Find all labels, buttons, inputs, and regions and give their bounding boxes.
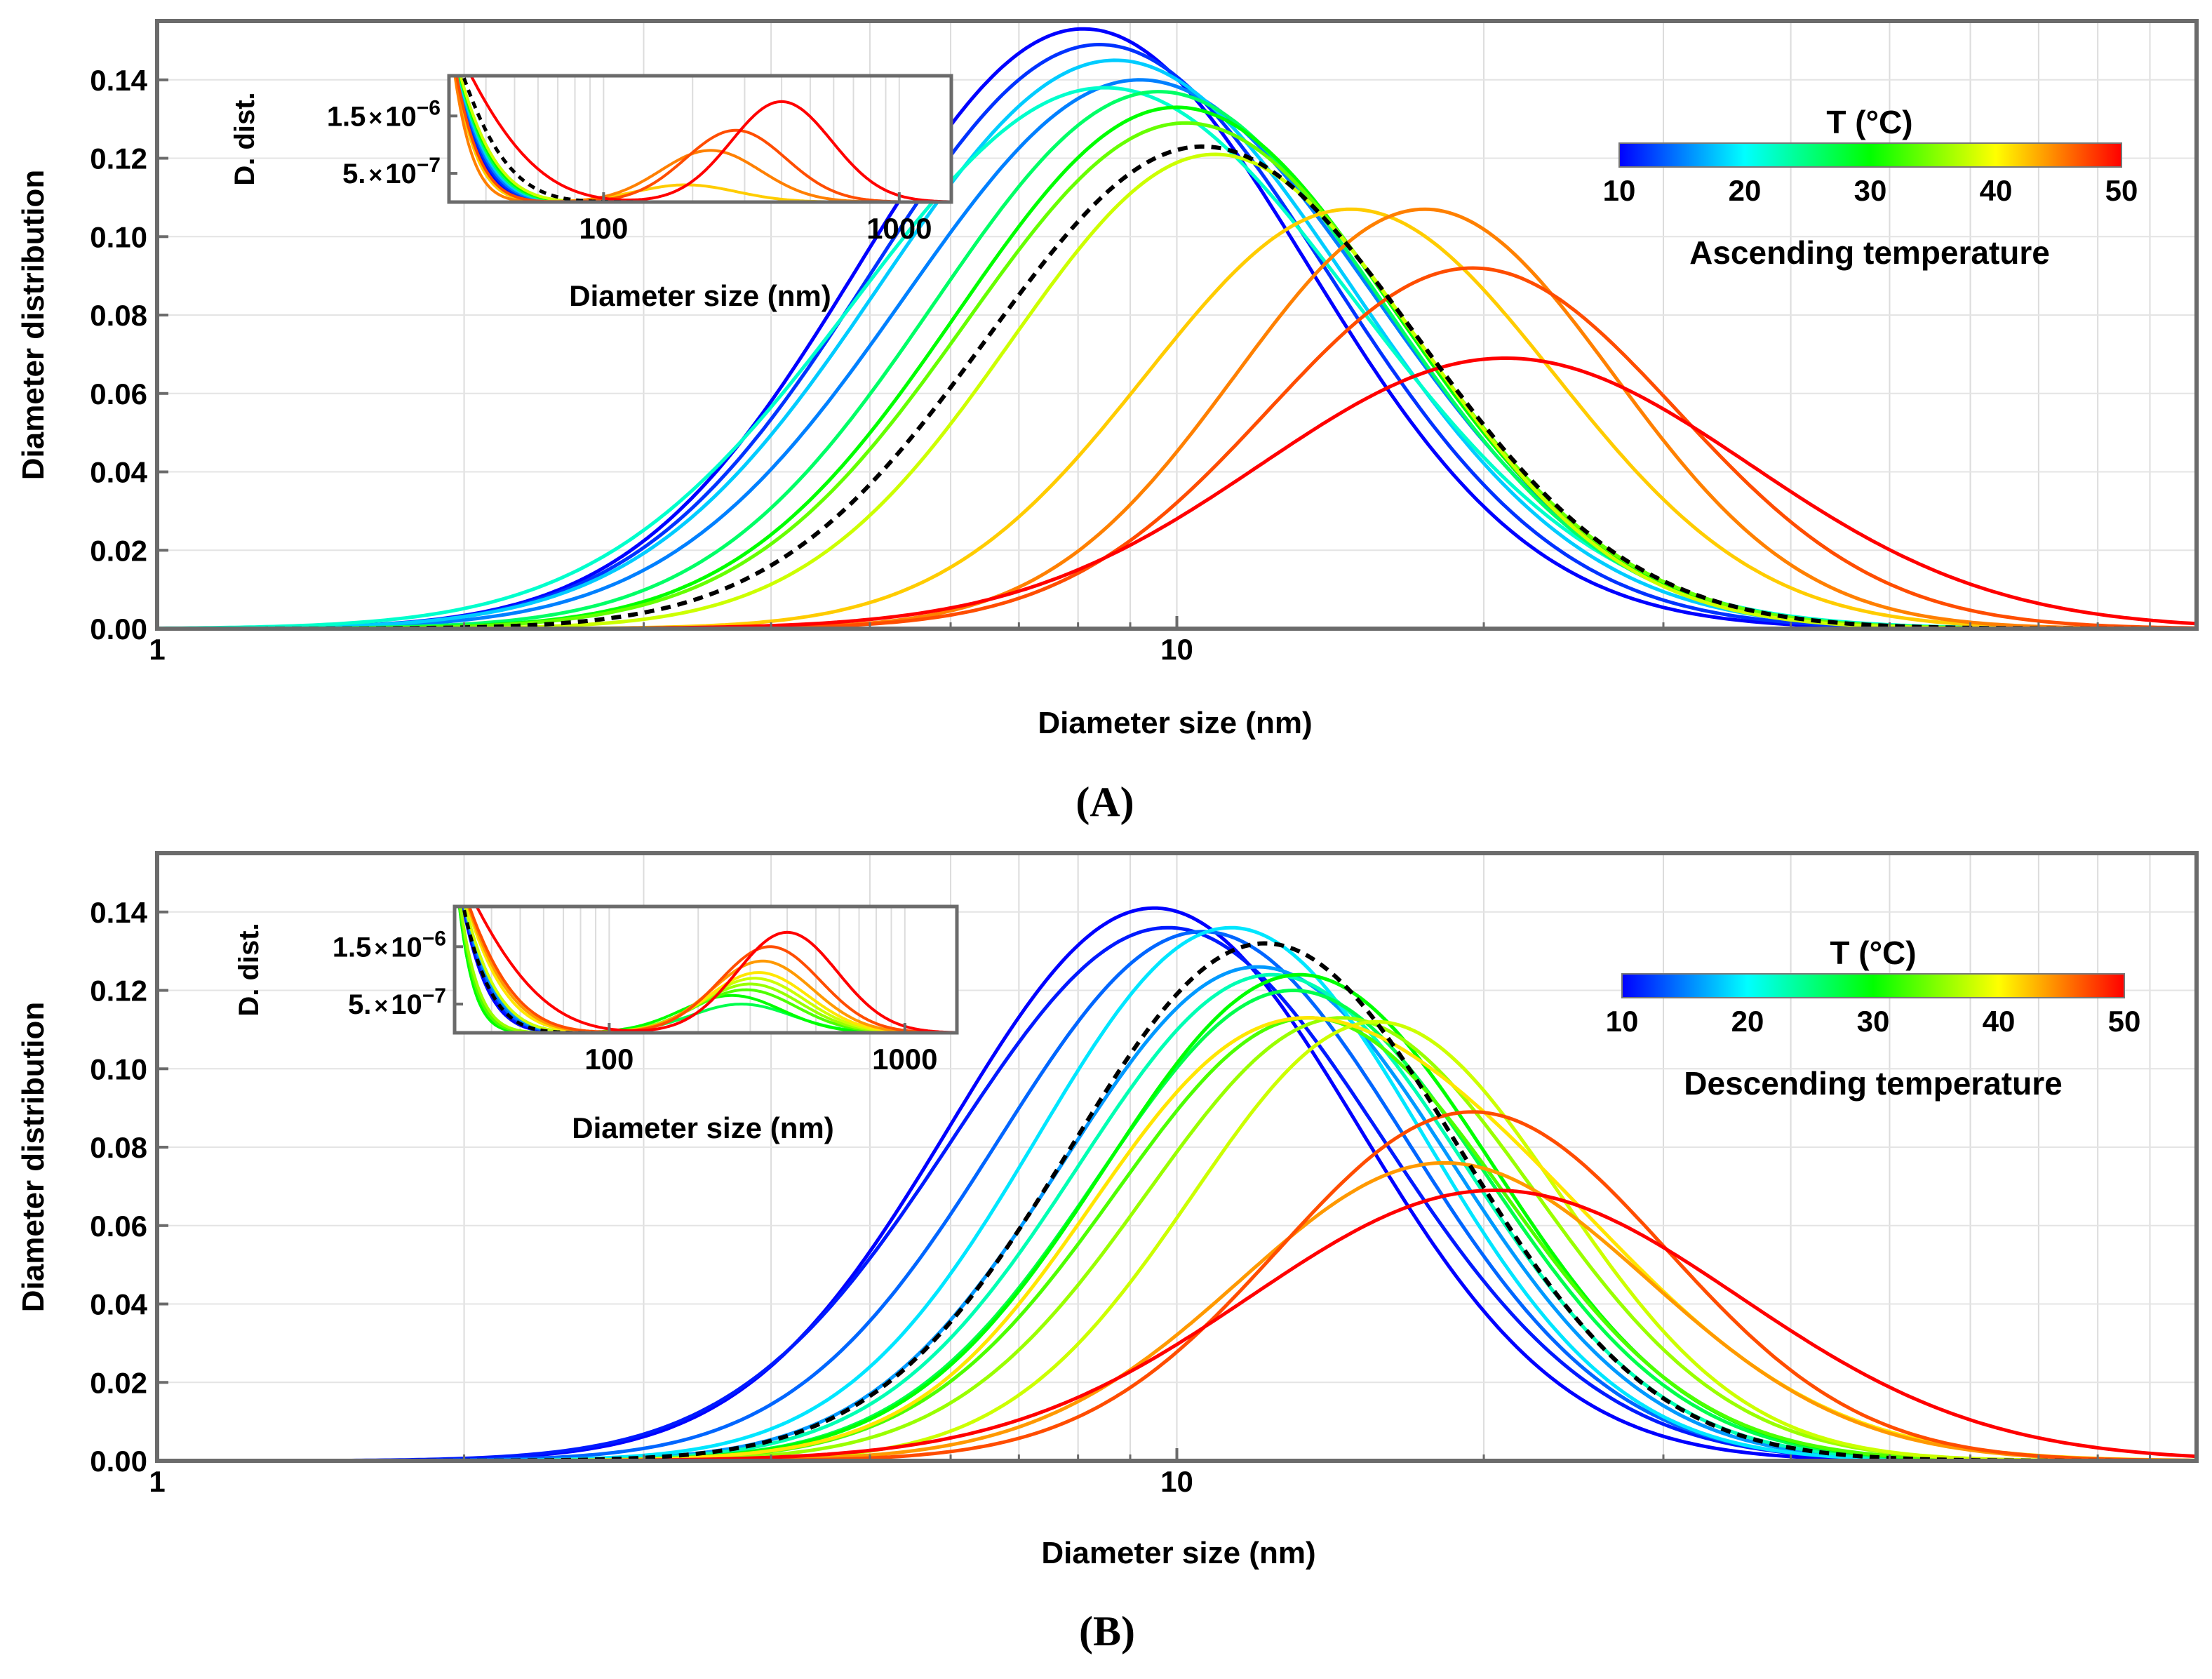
inset-series-line — [475, 907, 957, 1033]
y-tick-label: 0.00 — [90, 613, 147, 645]
colorbar-a: T (°C) 10 20 30 40 50 Ascending temperature — [1603, 104, 2138, 271]
colorbar-ticks-b: 10 20 30 40 50 — [1606, 1005, 2141, 1038]
inset-x-tick-label: 1000 — [872, 1043, 937, 1076]
inset-y-label-a: D. dist. — [229, 92, 260, 185]
y-tick-label: 0.02 — [90, 1366, 147, 1399]
chart-panel-a: 0.00 0.02 0.04 0.06 0.08 0.10 0.12 0.14 1 10 Diam… — [16, 19, 2199, 825]
x-tick-label: 1 — [149, 1465, 165, 1498]
colorbar-tick-label: 50 — [2108, 1005, 2141, 1038]
inset-series-line — [459, 76, 951, 202]
y-tick-label: 0.06 — [90, 377, 147, 410]
inset-b: 100 1000 5. × 10−7 1.5 × 10−6 Diameter size (nm… — [234, 904, 959, 1144]
inset-y-tick-label: 1.5 × 10−6 — [327, 96, 441, 132]
inset-x-tick-label: 100 — [584, 1043, 634, 1076]
series-line — [157, 1110, 2197, 1461]
y-tick-label: 0.12 — [90, 142, 147, 175]
panel-caption-a: (A) — [1075, 779, 1134, 825]
inset-x-tick-label: 1000 — [866, 212, 932, 245]
panel-caption-b: (B) — [1079, 1608, 1135, 1654]
inset-y-tick-label: 1.5 × 10−6 — [333, 927, 446, 963]
inset-y-tick-label: 5. × 10−7 — [342, 154, 441, 189]
axes-b: 0.00 0.02 0.04 0.06 0.08 0.10 0.12 0.14 1 10 — [90, 896, 2151, 1498]
inset-x-label-b: Diameter size (nm) — [572, 1111, 833, 1144]
colorbar-tick-label: 10 — [1606, 1005, 1639, 1038]
y-tick-label: 0.04 — [90, 456, 147, 489]
colorbar-title-b: T (°C) — [1830, 935, 1916, 971]
colorbar-tick-label: 20 — [1729, 174, 1762, 207]
colorbar-gradient-b — [1621, 973, 2125, 998]
colorbar-tick-label: 40 — [1980, 174, 2013, 207]
series-line — [157, 266, 2197, 629]
y-tick-label: 0.08 — [90, 1131, 147, 1164]
colorbar-tick-label: 50 — [2105, 174, 2138, 207]
inset-series-line — [465, 907, 957, 1033]
y-tick-label: 0.14 — [90, 64, 147, 97]
y-tick-label: 0.10 — [90, 220, 147, 253]
inset-series-line — [469, 76, 951, 202]
colorbar-tick-label: 40 — [1983, 1005, 2016, 1038]
x-tick-label: 1 — [149, 633, 165, 666]
y-axis-label-a: Diameter distribution — [16, 170, 51, 481]
colorbar-tick-label: 30 — [1857, 1005, 1890, 1038]
x-tick-label: 10 — [1160, 1465, 1193, 1498]
series-line — [157, 1019, 2197, 1461]
colorbar-tick-label: 20 — [1731, 1005, 1764, 1038]
inset-x-tick-label: 100 — [579, 212, 628, 245]
inset-y-label-b: D. dist. — [234, 923, 264, 1016]
series-line — [157, 207, 2197, 629]
colorbar-subtitle-b: Descending temperature — [1684, 1065, 2062, 1102]
x-tick-label: 10 — [1160, 633, 1193, 666]
y-tick-label: 0.04 — [90, 1288, 147, 1321]
x-axis-label-a: Diameter size (nm) — [1038, 706, 1312, 740]
inset-series-line — [467, 907, 957, 1033]
y-tick-label: 0.00 — [90, 1445, 147, 1478]
y-tick-label: 0.12 — [90, 975, 147, 1008]
colorbar-tick-label: 30 — [1854, 174, 1887, 207]
inset-frame-b — [453, 904, 959, 1035]
y-tick-label: 0.06 — [90, 1210, 147, 1243]
y-tick-label: 0.02 — [90, 534, 147, 567]
inset-y-tick-label: 5. × 10−7 — [348, 984, 446, 1020]
colorbar-title-a: T (°C) — [1826, 104, 1912, 140]
inset-axes-b: 100 1000 5. × 10−7 1.5 × 10−6 — [333, 927, 938, 1076]
colorbar-subtitle-a: Ascending temperature — [1689, 234, 2050, 271]
inset-x-label-a: Diameter size (nm) — [569, 279, 831, 312]
inset-frame-a — [447, 74, 953, 204]
y-tick-label: 0.08 — [90, 299, 147, 332]
y-axis-label-b: Diameter distribution — [16, 1002, 51, 1313]
colorbar-b: T (°C) 10 20 30 40 50 Descending temperature — [1606, 935, 2141, 1102]
colorbar-gradient-a — [1618, 142, 2122, 168]
inset-axes-a: 100 1000 5. × 10−7 1.5 × 10−6 — [327, 96, 932, 245]
inset-series-line — [461, 76, 951, 202]
inset-background-a — [449, 76, 951, 202]
inset-a: 100 1000 5. × 10−7 1.5 × 10−6 Diameter size (nm… — [229, 74, 953, 312]
colorbar-tick-label: 10 — [1603, 174, 1636, 207]
colorbar-ticks-a: 10 20 30 40 50 — [1603, 174, 2138, 207]
series-line — [157, 1160, 2197, 1461]
y-tick-label: 0.10 — [90, 1052, 147, 1085]
chart-panel-b: 0.00 0.02 0.04 0.06 0.08 0.10 0.12 0.14 1 10 Diam… — [16, 851, 2199, 1654]
axes-a: 0.00 0.02 0.04 0.06 0.08 0.10 0.12 0.14 1 10 — [90, 64, 2151, 666]
y-tick-label: 0.14 — [90, 896, 147, 929]
x-axis-label-b: Diameter size (nm) — [1041, 1536, 1315, 1570]
